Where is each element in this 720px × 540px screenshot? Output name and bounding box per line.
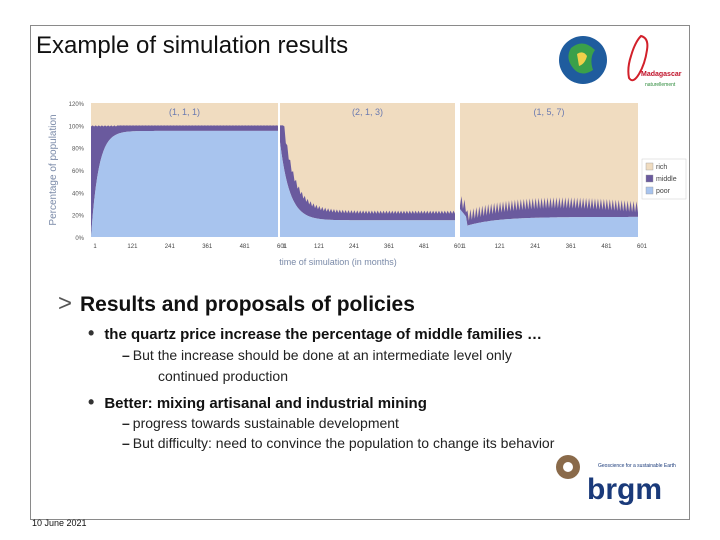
legend-swatch-poor xyxy=(645,186,654,195)
x-tick-label: 1 xyxy=(282,244,286,250)
slide-frame xyxy=(30,25,690,520)
sub-bullet-1-1-continued: continued production xyxy=(158,368,288,384)
y-tick-label: 20% xyxy=(72,214,85,220)
slide-title: Example of simulation results xyxy=(36,32,349,59)
bullet-item-2: • Better: mixing artisanal and industrial… xyxy=(88,392,427,412)
svg-text:Geoscience for a sustainable E: Geoscience for a sustainable Earth xyxy=(598,463,676,469)
panel-label: (2, 1, 3) xyxy=(352,107,383,117)
panel-label: (1, 1, 1) xyxy=(169,107,200,117)
x-tick-label: 361 xyxy=(566,244,577,250)
madagascar-logo: Madagascar naturellement xyxy=(559,34,682,88)
legend-label-rich: rich xyxy=(656,164,667,171)
x-tick-label: 241 xyxy=(165,244,176,250)
x-tick-label: 361 xyxy=(202,244,213,250)
arrow-icon: > xyxy=(58,290,73,317)
middle-area xyxy=(460,196,638,226)
x-tick-label: 601 xyxy=(454,244,465,250)
y-tick-label: 100% xyxy=(69,124,85,130)
x-tick-label: 361 xyxy=(384,244,395,250)
bullet-item-1: • the quartz price increase the percentag… xyxy=(88,323,542,343)
sub-bullet-2-2: – But difficulty: need to convince the po… xyxy=(122,435,555,451)
x-tick-label: 1 xyxy=(462,244,466,250)
legend-label-poor: poor xyxy=(656,188,671,195)
y-axis-label: Percentage of population xyxy=(48,114,59,225)
bullet-icon: • xyxy=(88,323,95,343)
chart-legend: rich middle poor xyxy=(641,158,687,200)
x-tick-label: 241 xyxy=(530,244,541,250)
brgm-logo: Geoscience for a sustainable Earth brgm xyxy=(556,455,676,506)
sub-bullet-2-1: – progress towards sustainable developmen… xyxy=(122,415,399,431)
y-tick-label: 0% xyxy=(75,236,84,242)
x-tick-label: 121 xyxy=(495,244,506,250)
svg-text:naturellement: naturellement xyxy=(645,82,676,88)
x-tick-label: 601 xyxy=(277,244,288,250)
x-tick-label: 241 xyxy=(349,244,360,250)
x-tick-label: 481 xyxy=(601,244,612,250)
poor-area xyxy=(280,142,455,237)
svg-text:Madagascar: Madagascar xyxy=(641,71,682,78)
svg-text:brgm: brgm xyxy=(587,473,662,506)
y-tick-label: 80% xyxy=(72,147,85,153)
x-tick-label: 121 xyxy=(127,244,138,250)
chart-panel-3: (1, 5, 7) 1 121 241 361 481 601 xyxy=(460,103,648,250)
x-tick-label: 481 xyxy=(240,244,251,250)
legend-swatch-middle xyxy=(645,174,654,183)
chart-panel-1: (1, 1, 1) 1 121 241 361 481 601 xyxy=(91,103,288,250)
x-tick-label: 601 xyxy=(637,244,648,250)
x-tick-label: 1 xyxy=(93,244,97,250)
middle-area xyxy=(91,125,278,237)
section-heading: > Results and proposals of policies xyxy=(58,290,415,317)
chart-panel-2: (2, 1, 3) 1 121 241 361 481 601 xyxy=(280,103,465,250)
legend-label-middle: middle xyxy=(656,176,677,183)
y-tick-label: 60% xyxy=(72,169,85,175)
panel-label: (1, 5, 7) xyxy=(533,107,564,117)
legend-swatch-rich xyxy=(645,162,654,171)
x-tick-label: 481 xyxy=(419,244,430,250)
y-tick-label: 40% xyxy=(72,191,85,197)
sub-bullet-1-1: – But the increase should be done at an i… xyxy=(122,347,512,363)
bullet-icon: • xyxy=(88,392,95,412)
x-axis-label: time of simulation (in months) xyxy=(279,257,397,267)
poor-area xyxy=(460,209,638,237)
simulation-chart: Percentage of population120%100%80%60%40… xyxy=(48,95,688,270)
y-tick-label: 120% xyxy=(69,102,85,108)
slide-date: 10 June 2021 xyxy=(32,518,87,528)
poor-area xyxy=(91,130,278,237)
x-tick-label: 121 xyxy=(314,244,325,250)
